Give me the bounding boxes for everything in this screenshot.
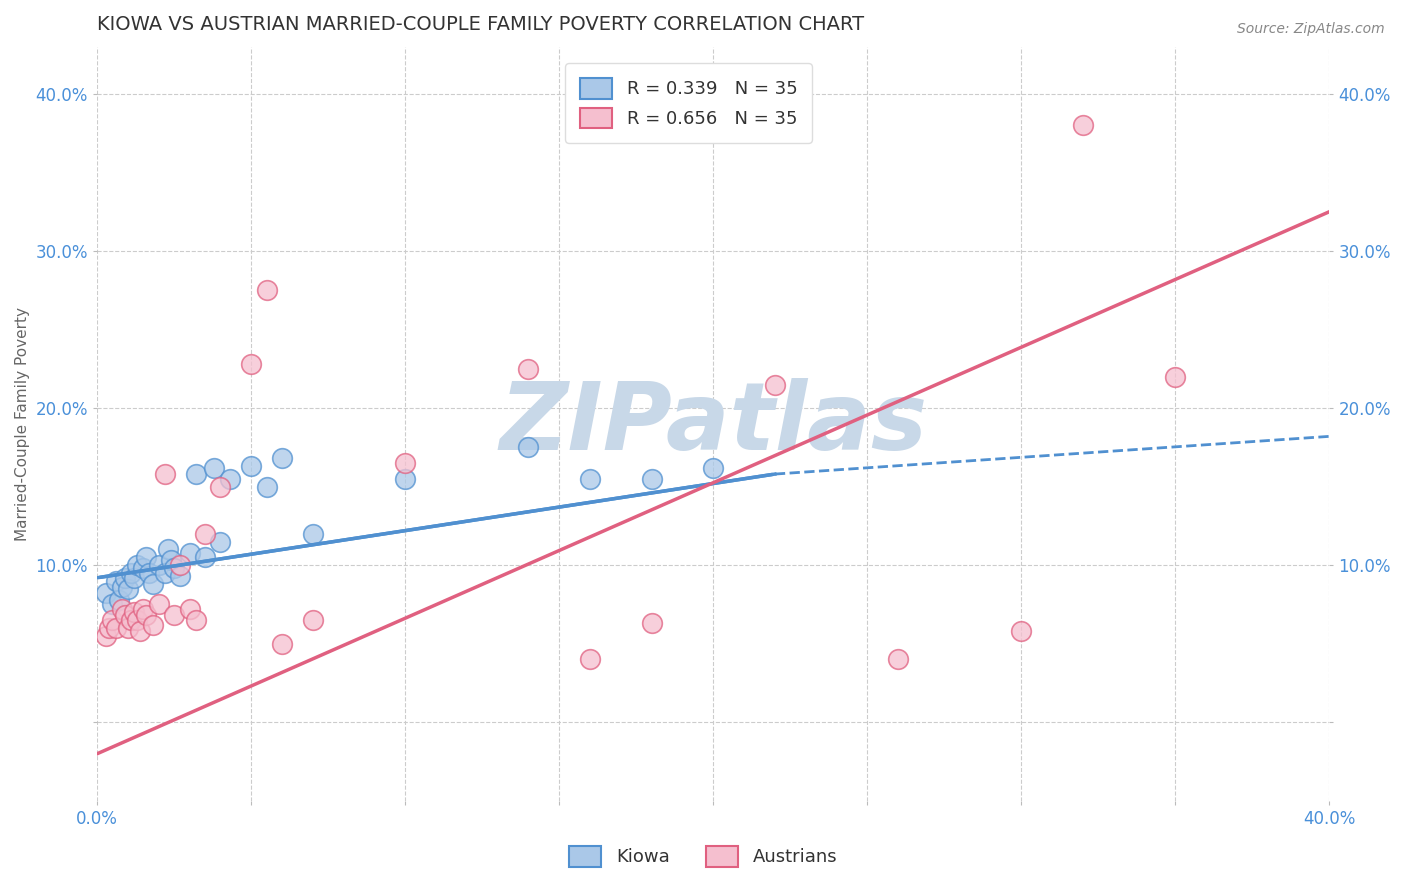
Point <box>218 472 240 486</box>
Y-axis label: Married-Couple Family Poverty: Married-Couple Family Poverty <box>15 307 30 541</box>
Point <box>640 616 662 631</box>
Point <box>394 456 416 470</box>
Point <box>394 472 416 486</box>
Point <box>120 613 142 627</box>
Point <box>141 618 163 632</box>
Point <box>240 357 263 371</box>
Point <box>271 451 294 466</box>
Point <box>640 472 662 486</box>
Point <box>120 566 142 580</box>
Point <box>194 550 217 565</box>
Point <box>132 561 155 575</box>
Point <box>132 602 155 616</box>
Point <box>114 608 136 623</box>
Point <box>579 472 602 486</box>
Point <box>1010 624 1032 639</box>
Point <box>1071 118 1094 132</box>
Point <box>153 566 176 580</box>
Point <box>184 467 207 481</box>
Point <box>148 598 170 612</box>
Point <box>517 361 540 376</box>
Point <box>256 480 278 494</box>
Point <box>160 553 183 567</box>
Point <box>104 621 127 635</box>
Point <box>111 580 134 594</box>
Point <box>148 558 170 573</box>
Point <box>107 592 129 607</box>
Point <box>153 467 176 481</box>
Point <box>202 460 225 475</box>
Point <box>256 283 278 297</box>
Point <box>141 577 163 591</box>
Point <box>169 558 191 573</box>
Text: KIOWA VS AUSTRIAN MARRIED-COUPLE FAMILY POVERTY CORRELATION CHART: KIOWA VS AUSTRIAN MARRIED-COUPLE FAMILY … <box>97 15 865 34</box>
Point <box>209 480 232 494</box>
Point <box>240 459 263 474</box>
Point <box>104 574 127 588</box>
Point <box>194 526 217 541</box>
Point <box>96 629 118 643</box>
Point <box>127 558 149 573</box>
Point <box>117 621 139 635</box>
Point <box>111 602 134 616</box>
Point <box>101 598 124 612</box>
Point <box>96 586 118 600</box>
Point <box>114 571 136 585</box>
Point <box>98 621 121 635</box>
Point <box>179 546 201 560</box>
Text: Source: ZipAtlas.com: Source: ZipAtlas.com <box>1237 22 1385 37</box>
Point <box>271 637 294 651</box>
Point <box>122 605 145 619</box>
Point <box>169 569 191 583</box>
Point <box>579 652 602 666</box>
Point <box>702 460 724 475</box>
Point <box>163 608 186 623</box>
Point <box>179 602 201 616</box>
Point <box>117 582 139 596</box>
Point <box>135 550 157 565</box>
Point <box>887 652 910 666</box>
Point <box>301 526 323 541</box>
Point <box>163 561 186 575</box>
Point <box>1164 369 1187 384</box>
Point <box>156 542 179 557</box>
Legend: R = 0.339   N = 35, R = 0.656   N = 35: R = 0.339 N = 35, R = 0.656 N = 35 <box>565 63 811 143</box>
Point <box>517 441 540 455</box>
Point <box>301 613 323 627</box>
Point <box>209 534 232 549</box>
Point <box>138 566 160 580</box>
Point <box>184 613 207 627</box>
Point <box>127 613 149 627</box>
Point <box>101 613 124 627</box>
Text: ZIPatlas: ZIPatlas <box>499 378 928 470</box>
Point <box>763 377 786 392</box>
Point <box>129 624 152 639</box>
Legend: Kiowa, Austrians: Kiowa, Austrians <box>561 838 845 874</box>
Point <box>122 571 145 585</box>
Point <box>135 608 157 623</box>
